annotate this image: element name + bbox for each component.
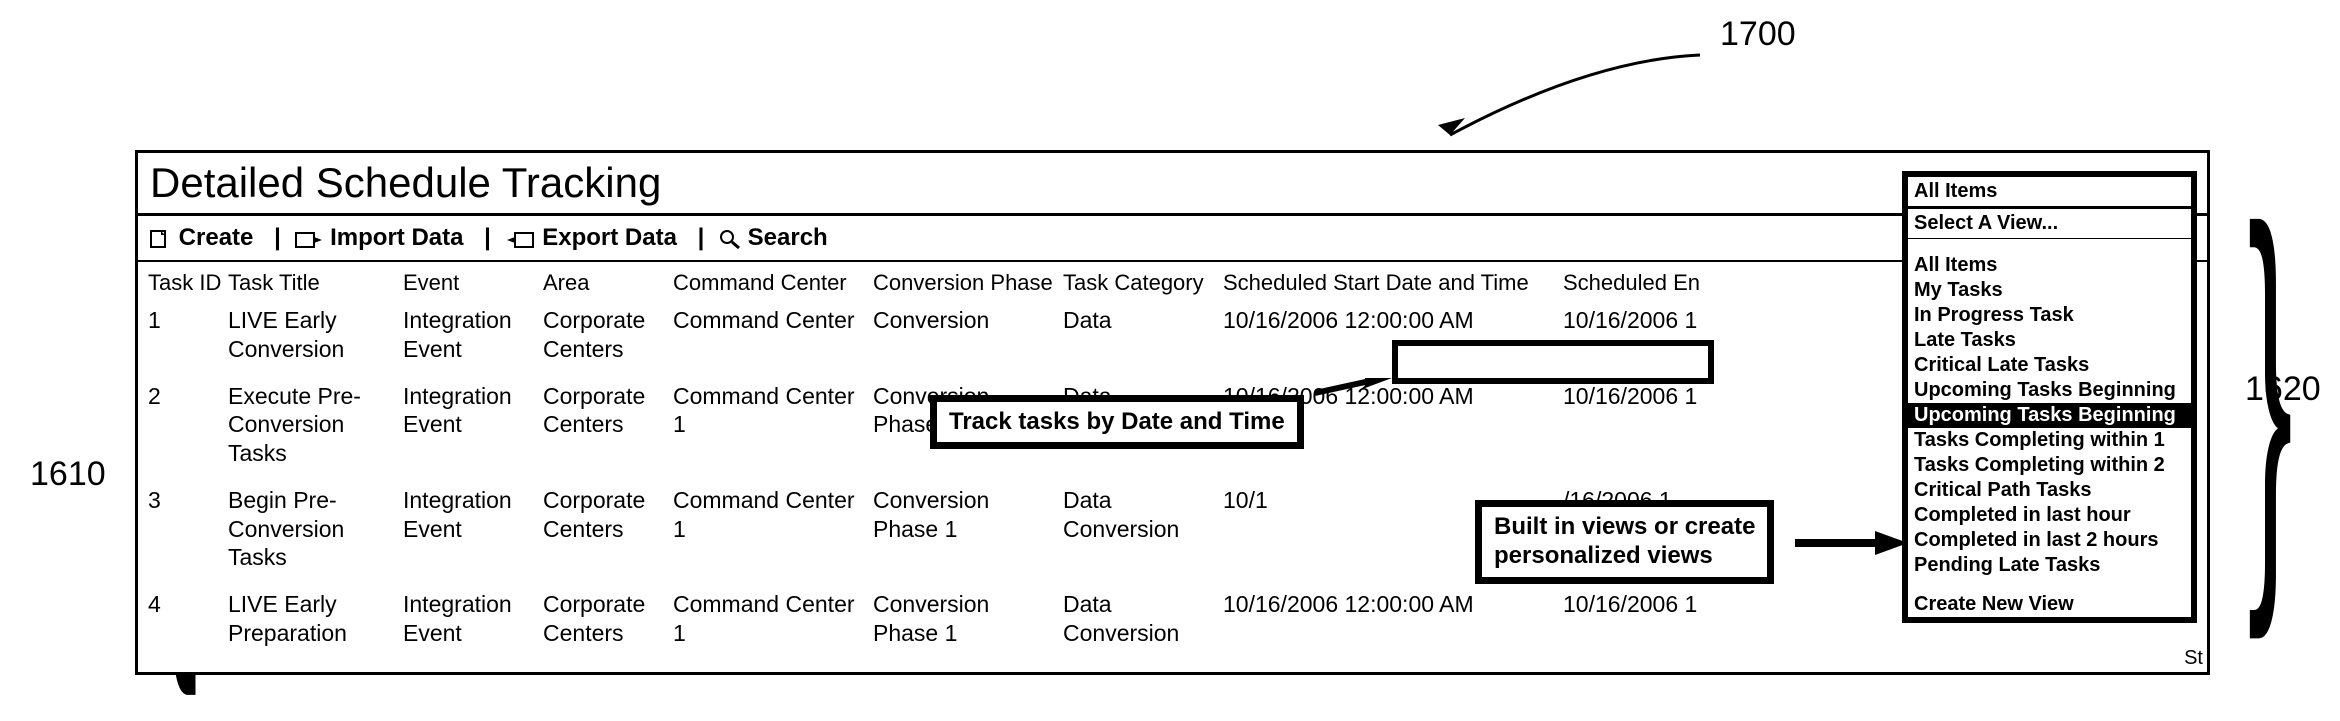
view-item[interactable]: All Items [1908, 253, 2191, 278]
cell-title: Begin Pre-Conversion Tasks [228, 486, 403, 572]
date-highlight-box [1392, 340, 1714, 384]
view-item[interactable]: Completed in last 2 hours [1908, 528, 2191, 553]
toolbar: Create | Import Data | Export Data | Sea… [138, 214, 2207, 262]
view-item[interactable]: My Tasks [1908, 278, 2191, 303]
header-task-title[interactable]: Task Title [228, 270, 403, 296]
header-end[interactable]: Scheduled En [1563, 270, 1843, 296]
header-task-id[interactable]: Task ID [148, 270, 228, 296]
callout-arrow-icon [1310, 378, 1395, 408]
callout-date-tracking: Track tasks by Date and Time [930, 395, 1304, 449]
view-item[interactable]: Critical Path Tasks [1908, 478, 2191, 503]
title-bar: Detailed Schedule Tracking Modify Select… [138, 153, 2207, 214]
view-item[interactable]: Tasks Completing within 1 [1908, 428, 2191, 453]
view-item[interactable]: In Progress Task [1908, 303, 2191, 328]
view-item[interactable]: Upcoming Tasks Beginning [1908, 403, 2191, 428]
view-item[interactable]: Upcoming Tasks Beginning [1908, 378, 2191, 403]
view-item[interactable]: Completed in last hour [1908, 503, 2191, 528]
cell-end: 10/16/2006 1 [1563, 590, 1843, 648]
view-item[interactable]: Pending Late Tasks [1908, 553, 2191, 578]
header-command-center[interactable]: Command Center [673, 270, 873, 296]
cell-start: 10/16/2006 12:00:00 AM [1223, 590, 1563, 648]
cell-end: 10/16/2006 1 [1563, 382, 1843, 468]
cell-phase: Conversion Phase 1 [873, 486, 1063, 572]
figure-label-1700: 1700 [1720, 15, 1796, 54]
view-selector-dropdown[interactable]: All Items Select A View... All Items My … [1902, 171, 2197, 623]
view-item[interactable]: Late Tasks [1908, 328, 2191, 353]
cell-phase: Conversion [873, 306, 1063, 364]
page-title: Detailed Schedule Tracking [150, 159, 661, 207]
view-selected[interactable]: All Items [1908, 177, 2191, 209]
cell-cc: Command Center 1 [673, 590, 873, 648]
callout-arrow-icon [1790, 528, 1910, 558]
cell-title: Execute Pre-Conversion Tasks [228, 382, 403, 468]
cell-cat: Data Conversion [1063, 486, 1223, 572]
cell-cc: Command Center [673, 306, 873, 364]
callout-views: Built in views or create personalized vi… [1475, 500, 1774, 584]
import-button[interactable]: Import Data [295, 224, 463, 252]
cell-event: Integration Event [403, 306, 543, 364]
cell-event: Integration Event [403, 486, 543, 572]
cell-event: Integration Event [403, 382, 543, 468]
cell-cc: Command Center 1 [673, 382, 873, 468]
table-row[interactable]: 1 LIVE Early Conversion Integration Even… [148, 306, 2197, 364]
import-icon [295, 230, 323, 248]
cell-area: Corporate Centers [543, 382, 673, 468]
view-item[interactable]: Tasks Completing within 2 [1908, 453, 2191, 478]
cell-id: 1 [148, 306, 228, 364]
callout-line2: personalized views [1494, 542, 1713, 569]
cell-phase: Conversion Phase 1 [873, 590, 1063, 648]
header-start[interactable]: Scheduled Start Date and Time [1223, 270, 1563, 296]
cell-event: Integration Event [403, 590, 543, 648]
view-create-new[interactable]: Create New View [1908, 592, 2191, 617]
cell-title: LIVE Early Conversion [228, 306, 403, 364]
cell-area: Corporate Centers [543, 590, 673, 648]
leader-arrow-1700 [1390, 50, 1710, 150]
header-event[interactable]: Event [403, 270, 543, 296]
cell-id: 4 [148, 590, 228, 648]
header-category[interactable]: Task Category [1063, 270, 1223, 296]
truncated-label: St [2184, 647, 2203, 670]
header-area[interactable]: Area [543, 270, 673, 296]
view-item[interactable]: Critical Late Tasks [1908, 353, 2191, 378]
cell-area: Corporate Centers [543, 486, 673, 572]
cell-cc: Command Center 1 [673, 486, 873, 572]
create-button[interactable]: Create [148, 224, 253, 252]
export-icon [506, 230, 536, 248]
figure-label-1610: 1610 [30, 455, 106, 494]
search-icon [719, 229, 741, 249]
export-button[interactable]: Export Data [506, 224, 677, 252]
callout-line1: Built in views or create [1494, 513, 1755, 540]
page-icon [148, 230, 172, 248]
cell-id: 3 [148, 486, 228, 572]
brace-right: } [2248, 165, 2293, 615]
cell-id: 2 [148, 382, 228, 468]
header-phase[interactable]: Conversion Phase [873, 270, 1063, 296]
view-prompt: Select A View... [1908, 209, 2191, 239]
table-row[interactable]: 4 LIVE Early Preparation Integration Eve… [148, 590, 2197, 648]
cell-title: LIVE Early Preparation [228, 590, 403, 648]
cell-cat: Data [1063, 306, 1223, 364]
task-grid: Task ID Task Title Event Area Command Ce… [138, 262, 2207, 674]
column-headers: Task ID Task Title Event Area Command Ce… [148, 270, 2197, 296]
cell-cat: Data Conversion [1063, 590, 1223, 648]
search-button[interactable]: Search [719, 224, 828, 252]
cell-area: Corporate Centers [543, 306, 673, 364]
